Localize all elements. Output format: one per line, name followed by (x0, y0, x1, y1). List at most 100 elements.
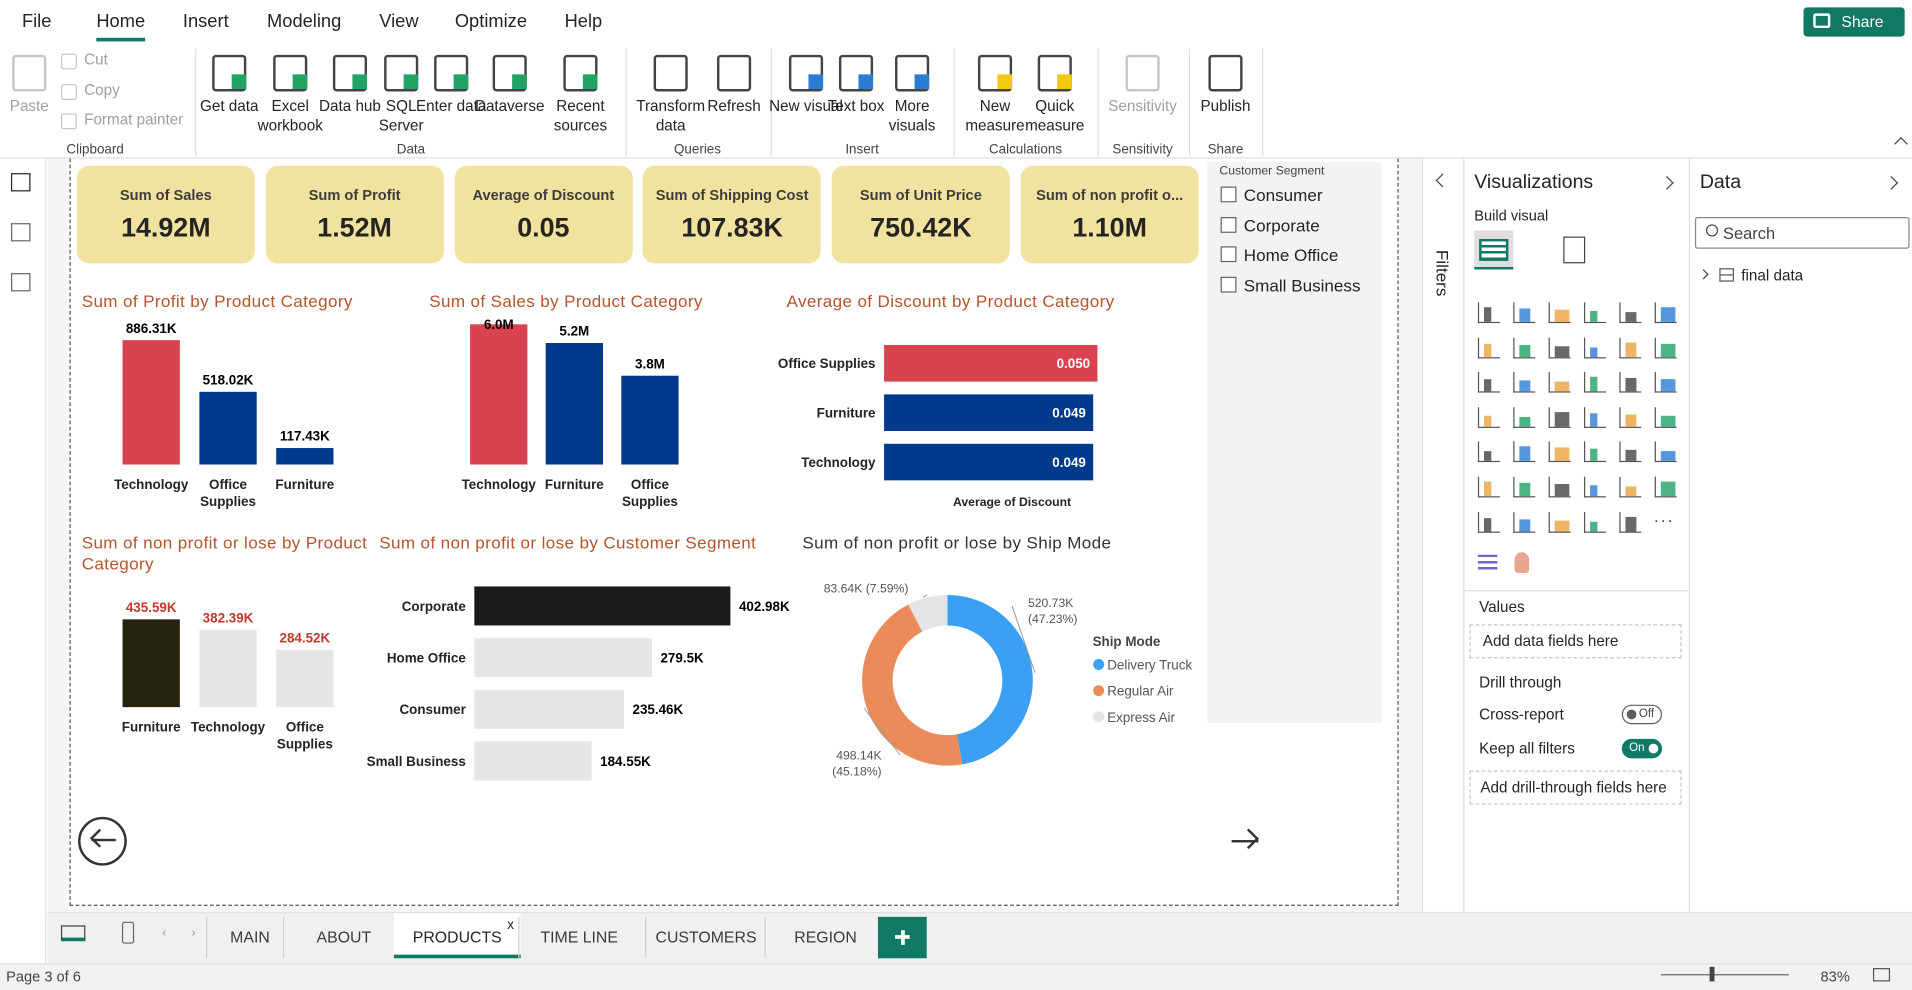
visual-type-icon[interactable] (1619, 476, 1642, 498)
visual-type-icon[interactable] (1477, 337, 1500, 358)
page-tab[interactable]: CUSTOMERS (655, 927, 757, 947)
page-tab[interactable]: MAIN (230, 927, 270, 947)
mobile-view-icon[interactable] (121, 921, 135, 944)
visual-type-icon[interactable] (1513, 406, 1536, 428)
ribbon-button[interactable]: Dataverse (474, 97, 545, 115)
menu-item[interactable]: Help (564, 10, 603, 32)
visual-type-icon[interactable] (1513, 441, 1536, 463)
ribbon-button[interactable]: Enter data (416, 97, 487, 115)
ribbon-button[interactable]: Sensitivity (1108, 97, 1177, 115)
ribbon-button[interactable]: Transform data (636, 97, 706, 135)
toggle-on[interactable]: On (1621, 738, 1663, 759)
visual-type-icon[interactable] (1548, 372, 1571, 393)
page-tab[interactable]: ABOUT (316, 927, 372, 947)
ribbon-button[interactable]: Copy (84, 81, 120, 99)
visual-type-icon[interactable] (1477, 406, 1500, 428)
visual-type-icon[interactable] (1619, 337, 1642, 358)
ribbon-button[interactable]: Publish (1200, 97, 1251, 115)
visual-type-icon[interactable] (1513, 302, 1536, 324)
ribbon-button[interactable]: Paste (9, 97, 49, 115)
next-arrow[interactable] (1231, 840, 1259, 843)
menu-item[interactable]: Insert (182, 10, 229, 32)
slicer-item[interactable]: Corporate (1243, 215, 1320, 235)
menu-item[interactable]: View (379, 10, 419, 32)
slicer-checkbox[interactable] (1220, 216, 1237, 233)
visual-type-icon[interactable] (1583, 441, 1606, 463)
desktop-view-icon[interactable] (60, 925, 86, 942)
table-name[interactable]: final data (1741, 267, 1804, 285)
visual-type-icon[interactable] (1654, 372, 1677, 393)
visual-type-icon[interactable] (1513, 372, 1536, 393)
format-visual-icon[interactable] (1563, 236, 1586, 264)
zoom-slider[interactable] (1660, 974, 1789, 976)
visual-type-icon[interactable] (1583, 337, 1606, 358)
ribbon-button[interactable]: Data hub (319, 97, 381, 115)
visual-type-icon[interactable] (1583, 476, 1606, 498)
visual-type-icon[interactable] (1548, 441, 1571, 463)
ribbon-button[interactable]: More visuals (888, 97, 936, 135)
field-well[interactable]: Add data fields here (1469, 624, 1682, 659)
visual-type-icon[interactable] (1477, 511, 1500, 533)
visual-type-icon[interactable] (1619, 441, 1642, 463)
slicer-checkbox[interactable] (1220, 246, 1237, 263)
slicer-item[interactable]: Home Office (1243, 245, 1339, 266)
slicer-item[interactable]: Consumer (1243, 185, 1323, 205)
visual-type-icon[interactable] (1583, 406, 1606, 428)
tab-close[interactable]: x (507, 918, 514, 933)
visual-type-icon[interactable] (1654, 476, 1677, 498)
visual-type-icon[interactable] (1513, 337, 1536, 358)
ribbon-button[interactable]: Recent sources (553, 97, 608, 135)
visual-type-icon[interactable] (1477, 372, 1500, 393)
visual-type-icon[interactable] (1513, 511, 1536, 533)
visual-type-icon[interactable] (1583, 302, 1606, 324)
back-button[interactable] (78, 816, 127, 866)
ribbon-button[interactable]: Format painter (84, 110, 184, 129)
toggle-off[interactable]: Off (1621, 704, 1663, 725)
ribbon-button[interactable]: New visual (769, 97, 843, 115)
visual-type-icon[interactable] (1583, 372, 1606, 393)
visual-type-icon[interactable] (1548, 302, 1571, 324)
visual-type-icon[interactable] (1477, 554, 1498, 572)
visual-type-icon[interactable] (1619, 406, 1642, 428)
ribbon-button[interactable]: New measure (965, 97, 1025, 135)
visual-type-icon[interactable] (1513, 476, 1536, 498)
search-box[interactable]: Search (1694, 217, 1910, 249)
visual-type-icon[interactable] (1619, 302, 1642, 324)
visual-type-icon[interactable] (1514, 552, 1530, 574)
visual-type-icon[interactable] (1477, 302, 1500, 324)
filters-label[interactable]: Filters (1432, 249, 1453, 297)
slicer-item[interactable]: Small Business (1243, 275, 1361, 296)
slicer-checkbox[interactable] (1220, 186, 1237, 203)
field-well[interactable]: Add drill-through fields here (1469, 770, 1682, 805)
menu-item[interactable]: Modeling (267, 10, 342, 32)
visual-type-icon[interactable] (1654, 441, 1677, 463)
ribbon-button[interactable]: Refresh (707, 97, 761, 115)
visual-type-icon[interactable] (1477, 441, 1500, 463)
visual-type-icon[interactable] (1548, 337, 1571, 358)
visual-type-icon[interactable] (1548, 406, 1571, 428)
visual-type-icon[interactable] (1619, 511, 1642, 533)
visual-type-icon[interactable] (1654, 337, 1677, 358)
share-button[interactable]: Share (1803, 7, 1905, 37)
ribbon-button[interactable]: SQL Server (378, 97, 424, 135)
page-tab[interactable]: TIME LINE (540, 927, 618, 947)
slicer-checkbox[interactable] (1220, 276, 1237, 293)
page-tab[interactable]: REGION (794, 927, 857, 947)
menu-item[interactable]: File (21, 10, 52, 32)
visual-type-icon[interactable] (1654, 406, 1677, 428)
visual-type-icon[interactable] (1654, 302, 1677, 324)
visual-type-icon[interactable] (1619, 372, 1642, 393)
page-tab[interactable]: PRODUCTS (412, 927, 502, 947)
visual-type-icon[interactable] (1477, 476, 1500, 498)
ribbon-button[interactable]: Get data (199, 97, 259, 115)
visual-type-icon[interactable] (1548, 476, 1571, 498)
visual-type-icon[interactable] (1548, 511, 1571, 533)
visual-type-icon[interactable] (1583, 511, 1606, 533)
menu-item[interactable]: Optimize (454, 10, 528, 32)
fit-page-icon[interactable] (1872, 968, 1891, 982)
menu-item[interactable]: Home (96, 10, 146, 32)
ribbon-button[interactable]: Excel workbook (257, 97, 323, 135)
ribbon-button[interactable]: Quick measure (1025, 97, 1085, 135)
ribbon-button[interactable]: Text box (827, 97, 885, 115)
ribbon-button[interactable]: Cut (84, 51, 108, 69)
